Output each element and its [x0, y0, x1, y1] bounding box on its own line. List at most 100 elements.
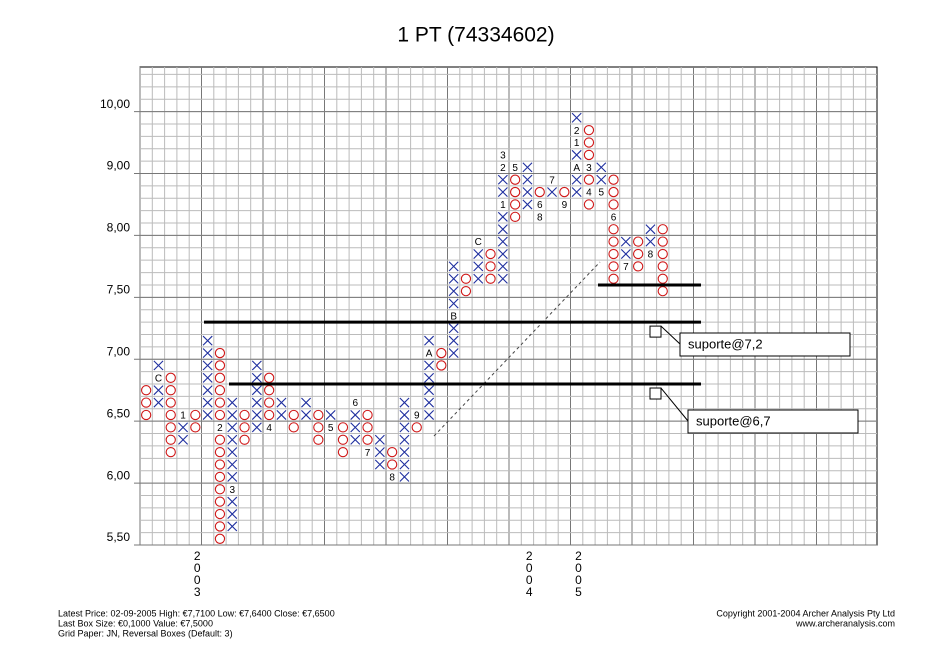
x-box [424, 335, 435, 346]
month-marker: 2 [217, 423, 223, 434]
o-box [510, 174, 521, 185]
x-box [620, 249, 631, 259]
o-box [608, 199, 619, 210]
month-marker: 3 [229, 485, 235, 496]
x-box [227, 397, 238, 408]
y-tick-label: 6,50 [107, 406, 131, 420]
o-box [559, 186, 570, 198]
x-box [374, 447, 385, 458]
o-box [263, 385, 275, 396]
x-box [596, 162, 607, 173]
x-box [448, 298, 459, 309]
x-box [202, 372, 213, 383]
o-box [263, 409, 275, 421]
x-box [399, 434, 410, 445]
x-box [350, 434, 361, 445]
x-box [448, 273, 459, 284]
callout [660, 325, 681, 345]
x-box [448, 286, 459, 297]
o-box [460, 273, 472, 284]
x-box [153, 385, 164, 396]
x-box [276, 397, 287, 408]
o-box [633, 248, 644, 260]
o-box [337, 434, 349, 445]
o-box [165, 385, 176, 396]
o-box [386, 446, 398, 458]
x-box [497, 224, 508, 235]
x-box [374, 459, 385, 470]
x-box [202, 335, 213, 346]
month-marker: 6 [611, 212, 617, 223]
x-box [571, 112, 582, 123]
x-box [227, 459, 238, 470]
month-marker: 4 [266, 423, 272, 434]
marker-square [649, 325, 662, 338]
month-marker: 3 [500, 151, 506, 162]
x-box [497, 249, 508, 259]
x-box [448, 348, 459, 359]
o-box [583, 149, 595, 161]
x-box [522, 187, 533, 198]
o-box [214, 471, 226, 483]
y-tick-label: 10,00 [100, 97, 130, 111]
year-label: 2005 [571, 549, 585, 597]
month-marker: 2 [500, 163, 506, 174]
o-box [633, 261, 644, 272]
o-box [165, 372, 176, 383]
o-box [608, 273, 619, 284]
x-box [497, 261, 508, 272]
x-box [497, 211, 508, 222]
o-box [165, 397, 176, 408]
o-box [657, 236, 668, 247]
label-box [679, 332, 851, 357]
month-marker: A [573, 163, 580, 174]
x-box [399, 409, 410, 420]
o-box [657, 248, 668, 260]
support-label: suporte@7,2 [688, 336, 763, 351]
o-box [337, 422, 349, 433]
month-marker: 3 [586, 163, 592, 174]
marker-square [649, 387, 662, 400]
o-box [165, 422, 176, 433]
month-marker: 7 [549, 175, 555, 186]
callout [660, 387, 689, 422]
x-box [571, 187, 582, 198]
x-box [325, 409, 336, 420]
x-box [571, 149, 582, 160]
o-box [657, 224, 668, 235]
x-box [473, 249, 484, 259]
o-box [214, 347, 226, 359]
o-box [313, 422, 324, 433]
x-box [448, 261, 459, 272]
month-marker: 1 [180, 411, 186, 422]
o-box [534, 186, 545, 198]
x-box [645, 224, 656, 235]
x-box [227, 521, 238, 532]
o-box [362, 409, 373, 421]
x-box [227, 496, 238, 507]
y-tick-label: 5,50 [107, 530, 131, 544]
o-box [657, 261, 668, 272]
o-box [165, 446, 176, 458]
x-box [497, 236, 508, 247]
month-marker: 4 [586, 188, 592, 199]
y-tick-label: 6,00 [107, 468, 131, 482]
x-box [497, 187, 508, 198]
x-box [276, 409, 287, 420]
x-box [620, 236, 631, 247]
o-box [633, 236, 644, 247]
o-box [313, 434, 324, 445]
month-marker: C [475, 237, 482, 248]
x-box [178, 434, 189, 445]
y-tick-label: 9,00 [107, 159, 131, 173]
o-box [583, 125, 595, 136]
o-box [510, 199, 521, 210]
o-box [214, 496, 226, 507]
x-box [251, 409, 262, 420]
month-marker: 6 [352, 398, 358, 409]
o-box [436, 360, 447, 371]
month-marker: 5 [512, 163, 518, 174]
x-box [497, 174, 508, 185]
x-box [399, 397, 410, 408]
footer-text: Latest Price: 02-09-2005 High: €7,7100 L… [58, 608, 335, 618]
